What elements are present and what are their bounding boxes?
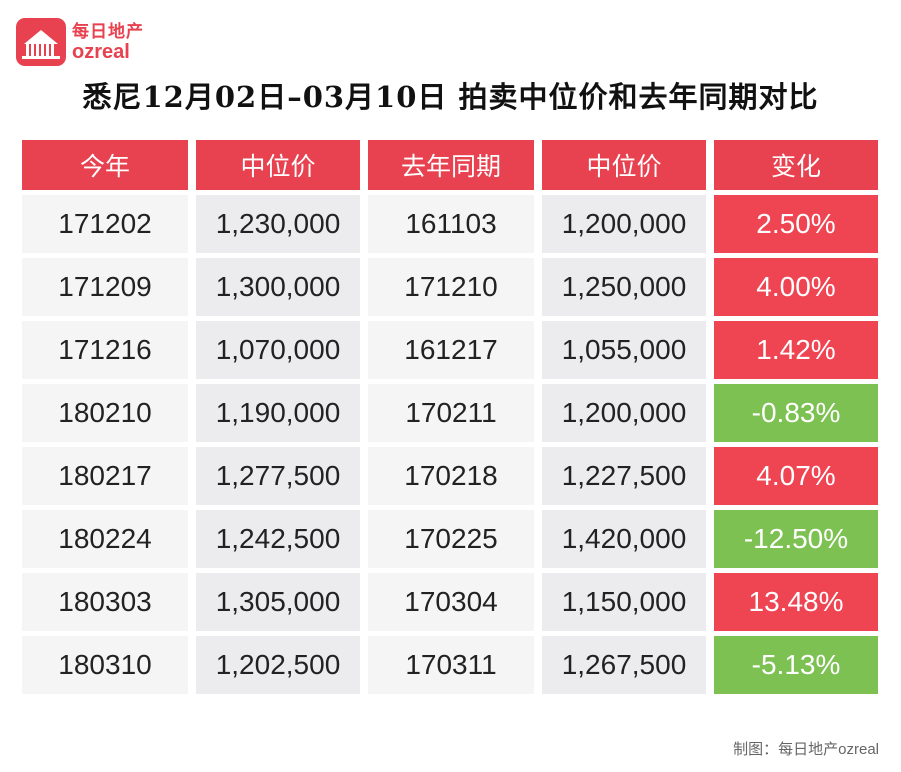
chart-title: 悉尼12月02日–03月10日 拍卖中位价和去年同期对比	[82, 80, 819, 114]
cell-last-year: 171210	[368, 258, 534, 316]
cell-median: 1,242,500	[196, 510, 360, 568]
cell-last-median: 1,250,000	[542, 258, 706, 316]
header-last-median: 中位价	[542, 140, 706, 190]
cell-this-year: 180210	[22, 384, 188, 442]
cell-change: 13.48%	[714, 573, 878, 631]
header-median: 中位价	[196, 140, 360, 190]
cell-last-median: 1,420,000	[542, 510, 706, 568]
table-header-row: 今年 中位价 去年同期 中位价 变化	[22, 140, 878, 190]
cell-change: 4.00%	[714, 258, 878, 316]
cell-median: 1,277,500	[196, 447, 360, 505]
cell-change: -5.13%	[714, 636, 878, 694]
cell-this-year: 171202	[22, 195, 188, 253]
cell-last-median: 1,200,000	[542, 384, 706, 442]
cell-change: -0.83%	[714, 384, 878, 442]
header-change: 变化	[714, 140, 878, 190]
cell-this-year: 171216	[22, 321, 188, 379]
table-row: 171209 1,300,000 171210 1,250,000 4.00%	[22, 258, 878, 316]
table-row: 180224 1,242,500 170225 1,420,000 -12.50%	[22, 510, 878, 568]
cell-change: 1.42%	[714, 321, 878, 379]
table-row: 171216 1,070,000 161217 1,055,000 1.42%	[22, 321, 878, 379]
cell-last-median: 1,227,500	[542, 447, 706, 505]
house-logo-icon	[16, 18, 66, 66]
cell-this-year: 180310	[22, 636, 188, 694]
cell-this-year: 171209	[22, 258, 188, 316]
table-row: 180217 1,277,500 170218 1,227,500 4.07%	[22, 447, 878, 505]
header-last-year: 去年同期	[368, 140, 534, 190]
cell-median: 1,305,000	[196, 573, 360, 631]
cell-last-median: 1,267,500	[542, 636, 706, 694]
cell-median: 1,300,000	[196, 258, 360, 316]
cell-last-year: 161217	[368, 321, 534, 379]
cell-last-median: 1,055,000	[542, 321, 706, 379]
logo-chinese-text: 每日地产	[72, 21, 144, 41]
cell-change: -12.50%	[714, 510, 878, 568]
cell-last-year: 170218	[368, 447, 534, 505]
cell-last-year: 170225	[368, 510, 534, 568]
table-row: 171202 1,230,000 161103 1,200,000 2.50%	[22, 195, 878, 253]
cell-median: 1,202,500	[196, 636, 360, 694]
cell-this-year: 180224	[22, 510, 188, 568]
cell-last-median: 1,200,000	[542, 195, 706, 253]
header-this-year: 今年	[22, 140, 188, 190]
cell-median: 1,190,000	[196, 384, 360, 442]
cell-median: 1,230,000	[196, 195, 360, 253]
cell-median: 1,070,000	[196, 321, 360, 379]
cell-last-year: 170304	[368, 573, 534, 631]
cell-last-year: 161103	[368, 195, 534, 253]
table-row: 180310 1,202,500 170311 1,267,500 -5.13%	[22, 636, 878, 694]
cell-last-year: 170211	[368, 384, 534, 442]
cell-this-year: 180217	[22, 447, 188, 505]
logo-english-text: ozreal	[72, 40, 130, 63]
credit-text: 制图：每日地产ozreal	[733, 741, 879, 758]
table-row: 180303 1,305,000 170304 1,150,000 13.48%	[22, 573, 878, 631]
brand-logo: 每日地产 ozreal	[16, 18, 144, 66]
auction-comparison-table: 今年 中位价 去年同期 中位价 变化 171202 1,230,000 161103…	[14, 135, 886, 699]
cell-last-year: 170311	[368, 636, 534, 694]
cell-change: 2.50%	[714, 195, 878, 253]
table-row: 180210 1,190,000 170211 1,200,000 -0.83%	[22, 384, 878, 442]
cell-this-year: 180303	[22, 573, 188, 631]
cell-last-median: 1,150,000	[542, 573, 706, 631]
cell-change: 4.07%	[714, 447, 878, 505]
